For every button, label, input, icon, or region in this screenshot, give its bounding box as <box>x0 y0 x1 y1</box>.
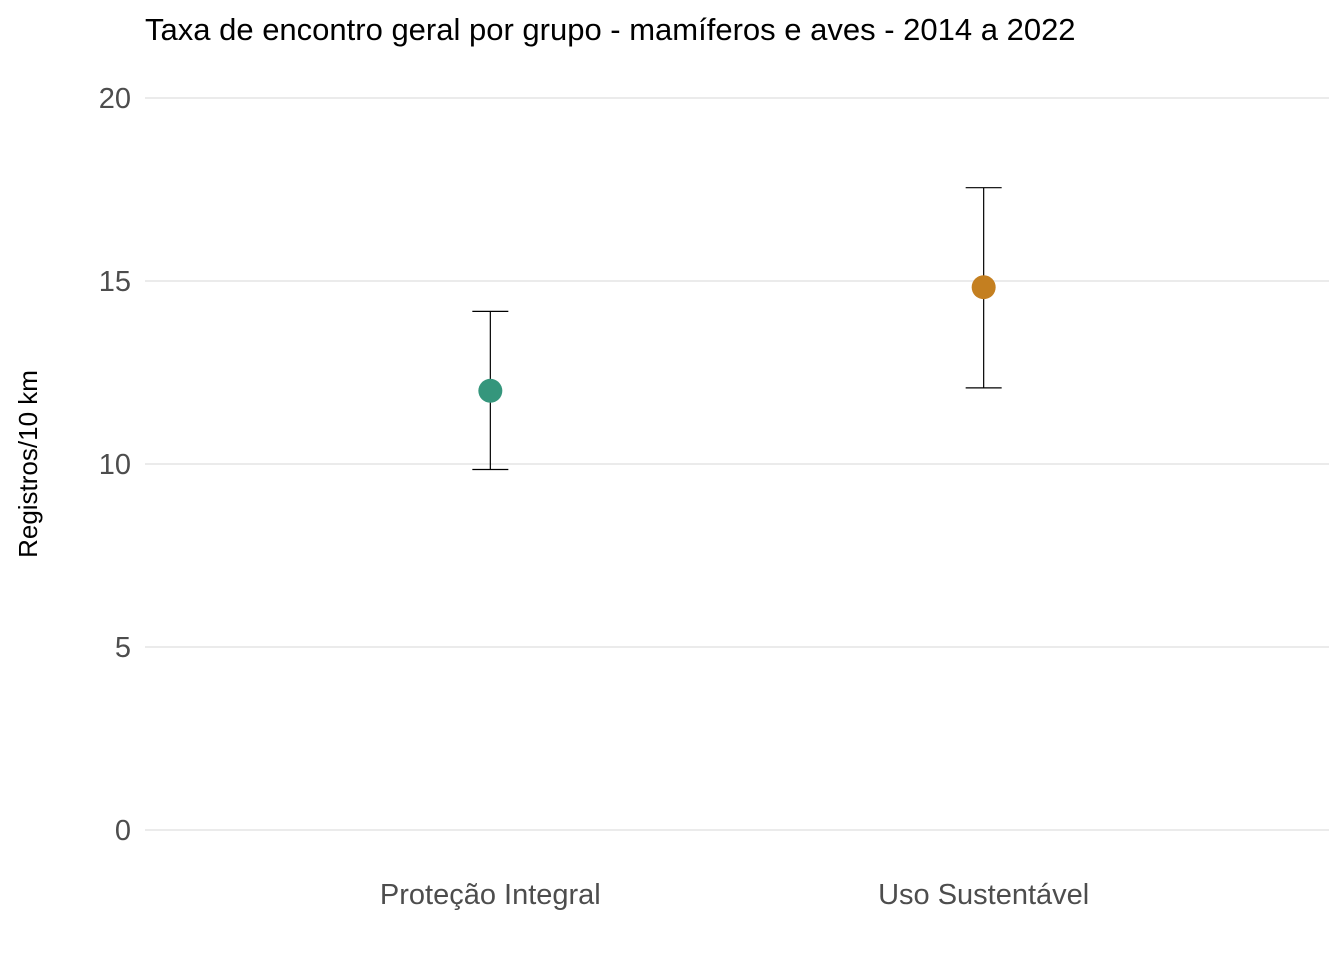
y-tick-labels: 0 5 10 15 20 <box>99 83 131 847</box>
data-point-uso-sustentavel <box>971 275 996 300</box>
y-tick-label-10: 10 <box>99 449 131 481</box>
y-tick-label-15: 15 <box>99 266 131 298</box>
y-axis-label: Registros/10 km <box>13 370 43 558</box>
x-tick-label-protecao-integral: Proteção Integral <box>380 879 601 911</box>
y-tick-label-20: 20 <box>99 83 131 115</box>
point-layer <box>478 275 996 403</box>
x-tick-label-uso-sustentavel: Uso Sustentável <box>878 879 1089 911</box>
x-tick-labels: Proteção Integral Uso Sustentável <box>380 879 1089 911</box>
data-point-protecao-integral <box>478 378 503 403</box>
chart-title: Taxa de encontro geral por grupo - mamíf… <box>145 12 1076 47</box>
y-tick-label-0: 0 <box>115 815 131 847</box>
errorbar-layer <box>472 187 1002 471</box>
grid-layer <box>145 97 1329 831</box>
y-tick-label-5: 5 <box>115 632 131 664</box>
